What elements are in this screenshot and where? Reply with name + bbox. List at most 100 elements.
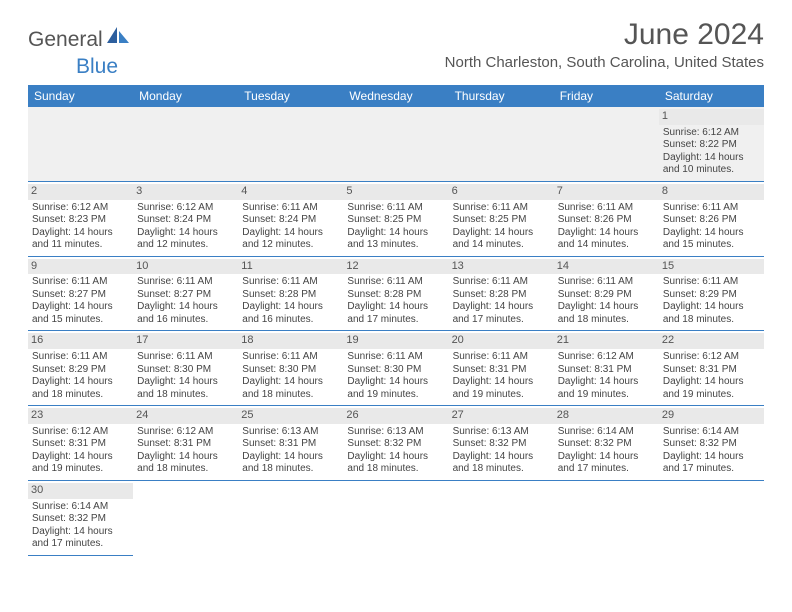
daylight-line: Daylight: 14 hours and 16 minutes. [137,301,234,326]
daylight-line: Daylight: 14 hours and 13 minutes. [347,227,444,252]
sunrise-line: Sunrise: 6:11 AM [137,276,234,289]
calendar-day: 12Sunrise: 6:11 AMSunset: 8:28 PMDayligh… [343,256,448,331]
calendar-day: 9Sunrise: 6:11 AMSunset: 8:27 PMDaylight… [28,256,133,331]
sunset-line: Sunset: 8:32 PM [558,438,655,451]
daylight-line: Daylight: 14 hours and 12 minutes. [137,227,234,252]
daylight-line: Daylight: 14 hours and 19 minutes. [32,451,129,476]
sunrise-line: Sunrise: 6:11 AM [242,276,339,289]
sunset-line: Sunset: 8:29 PM [32,364,129,377]
calendar-day-empty [449,107,554,181]
sunrise-line: Sunrise: 6:11 AM [558,276,655,289]
daylight-line: Daylight: 14 hours and 17 minutes. [663,451,760,476]
calendar-day: 19Sunrise: 6:11 AMSunset: 8:30 PMDayligh… [343,331,448,406]
sunrise-line: Sunrise: 6:12 AM [663,351,760,364]
sunset-line: Sunset: 8:24 PM [242,214,339,227]
day-number: 11 [238,259,343,275]
day-number: 15 [659,259,764,275]
calendar-week: 2Sunrise: 6:12 AMSunset: 8:23 PMDaylight… [28,181,764,256]
calendar-day-empty [554,107,659,181]
calendar-day: 13Sunrise: 6:11 AMSunset: 8:28 PMDayligh… [449,256,554,331]
sunset-line: Sunset: 8:25 PM [347,214,444,227]
sunrise-line: Sunrise: 6:13 AM [453,426,550,439]
calendar-day: 20Sunrise: 6:11 AMSunset: 8:31 PMDayligh… [449,331,554,406]
sunset-line: Sunset: 8:24 PM [137,214,234,227]
calendar-day: 7Sunrise: 6:11 AMSunset: 8:26 PMDaylight… [554,181,659,256]
calendar-day: 26Sunrise: 6:13 AMSunset: 8:32 PMDayligh… [343,406,448,481]
sunrise-line: Sunrise: 6:11 AM [663,202,760,215]
sunset-line: Sunset: 8:29 PM [558,289,655,302]
sunset-line: Sunset: 8:27 PM [32,289,129,302]
daylight-line: Daylight: 14 hours and 15 minutes. [32,301,129,326]
sunset-line: Sunset: 8:31 PM [32,438,129,451]
calendar-day-empty [343,480,448,555]
calendar-day: 2Sunrise: 6:12 AMSunset: 8:23 PMDaylight… [28,181,133,256]
day-number: 9 [28,259,133,275]
daylight-line: Daylight: 14 hours and 18 minutes. [558,301,655,326]
day-number: 30 [28,483,133,499]
sunset-line: Sunset: 8:28 PM [242,289,339,302]
calendar-day: 6Sunrise: 6:11 AMSunset: 8:25 PMDaylight… [449,181,554,256]
sunrise-line: Sunrise: 6:12 AM [558,351,655,364]
weekday-header: Tuesday [238,85,343,107]
daylight-line: Daylight: 14 hours and 19 minutes. [453,376,550,401]
calendar-week: 9Sunrise: 6:11 AMSunset: 8:27 PMDaylight… [28,256,764,331]
sunset-line: Sunset: 8:31 PM [558,364,655,377]
sunset-line: Sunset: 8:27 PM [137,289,234,302]
sunrise-line: Sunrise: 6:11 AM [663,276,760,289]
daylight-line: Daylight: 14 hours and 18 minutes. [453,451,550,476]
day-number: 22 [659,333,764,349]
weekday-header: Wednesday [343,85,448,107]
day-number: 20 [449,333,554,349]
day-number: 27 [449,408,554,424]
sunrise-line: Sunrise: 6:11 AM [242,202,339,215]
sunrise-line: Sunrise: 6:11 AM [347,276,444,289]
calendar-day: 23Sunrise: 6:12 AMSunset: 8:31 PMDayligh… [28,406,133,481]
sunrise-line: Sunrise: 6:12 AM [32,202,129,215]
month-title: June 2024 [445,18,764,52]
daylight-line: Daylight: 14 hours and 10 minutes. [663,152,760,177]
daylight-line: Daylight: 14 hours and 19 minutes. [347,376,444,401]
calendar-day: 24Sunrise: 6:12 AMSunset: 8:31 PMDayligh… [133,406,238,481]
daylight-line: Daylight: 14 hours and 18 minutes. [137,451,234,476]
weekday-header: Saturday [659,85,764,107]
logo-text-blue: Blue [76,55,118,79]
calendar-day: 15Sunrise: 6:11 AMSunset: 8:29 PMDayligh… [659,256,764,331]
sunrise-line: Sunrise: 6:11 AM [32,276,129,289]
sunset-line: Sunset: 8:29 PM [663,289,760,302]
sunrise-line: Sunrise: 6:11 AM [137,351,234,364]
calendar-day-empty [343,107,448,181]
calendar-day-empty [133,480,238,555]
sunrise-line: Sunrise: 6:11 AM [558,202,655,215]
daylight-line: Daylight: 14 hours and 11 minutes. [32,227,129,252]
sail-icon [105,25,131,50]
sunset-line: Sunset: 8:31 PM [663,364,760,377]
calendar-day: 21Sunrise: 6:12 AMSunset: 8:31 PMDayligh… [554,331,659,406]
sunset-line: Sunset: 8:30 PM [242,364,339,377]
day-number: 5 [343,184,448,200]
weekday-header: Thursday [449,85,554,107]
calendar-header-row: SundayMondayTuesdayWednesdayThursdayFrid… [28,85,764,107]
sunset-line: Sunset: 8:32 PM [32,513,129,526]
calendar-day: 11Sunrise: 6:11 AMSunset: 8:28 PMDayligh… [238,256,343,331]
calendar-week: 23Sunrise: 6:12 AMSunset: 8:31 PMDayligh… [28,406,764,481]
calendar-day-empty [133,107,238,181]
day-number: 18 [238,333,343,349]
daylight-line: Daylight: 14 hours and 18 minutes. [32,376,129,401]
calendar-day-empty [238,480,343,555]
sunset-line: Sunset: 8:25 PM [453,214,550,227]
sunrise-line: Sunrise: 6:12 AM [32,426,129,439]
sunrise-line: Sunrise: 6:12 AM [137,202,234,215]
calendar-week: 16Sunrise: 6:11 AMSunset: 8:29 PMDayligh… [28,331,764,406]
sunset-line: Sunset: 8:30 PM [347,364,444,377]
daylight-line: Daylight: 14 hours and 18 minutes. [347,451,444,476]
day-number: 8 [659,184,764,200]
weekday-header: Friday [554,85,659,107]
daylight-line: Daylight: 14 hours and 14 minutes. [558,227,655,252]
sunrise-line: Sunrise: 6:14 AM [663,426,760,439]
day-number: 25 [238,408,343,424]
daylight-line: Daylight: 14 hours and 18 minutes. [242,376,339,401]
calendar-day-empty [554,480,659,555]
daylight-line: Daylight: 14 hours and 19 minutes. [663,376,760,401]
daylight-line: Daylight: 14 hours and 16 minutes. [242,301,339,326]
calendar-day-empty [449,480,554,555]
